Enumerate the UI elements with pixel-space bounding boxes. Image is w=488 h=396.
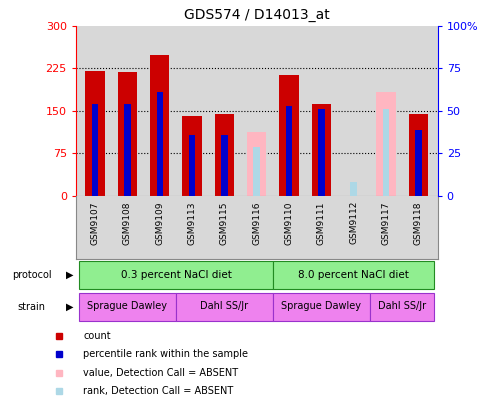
Bar (221, 135, 227, 196)
Bar (350, 183, 356, 196)
Text: Dahl SS/Jr: Dahl SS/Jr (377, 301, 426, 311)
Text: count: count (83, 331, 110, 341)
Text: Sprague Dawley: Sprague Dawley (281, 301, 361, 311)
Text: GSM9112: GSM9112 (348, 201, 357, 244)
Bar (124, 104, 130, 196)
Bar (375, 91, 395, 196)
Bar (414, 129, 421, 196)
Bar (318, 109, 324, 196)
Text: Sprague Dawley: Sprague Dawley (87, 301, 167, 311)
Bar (285, 106, 292, 196)
Bar (408, 114, 427, 196)
Text: rank, Detection Call = ABSENT: rank, Detection Call = ABSENT (83, 386, 233, 396)
Bar (272, 261, 433, 289)
Bar (311, 104, 330, 196)
Text: GSM9109: GSM9109 (155, 201, 164, 245)
Text: GSM9108: GSM9108 (123, 201, 132, 245)
Text: 0.3 percent NaCl diet: 0.3 percent NaCl diet (120, 270, 231, 280)
Bar (246, 132, 266, 196)
Bar (92, 104, 98, 196)
Text: ▶: ▶ (66, 302, 73, 312)
Text: value, Detection Call = ABSENT: value, Detection Call = ABSENT (83, 367, 238, 377)
Text: GSM9118: GSM9118 (413, 201, 422, 245)
Text: GSM9111: GSM9111 (316, 201, 325, 245)
Text: percentile rank within the sample: percentile rank within the sample (83, 349, 247, 359)
Bar (214, 114, 234, 196)
Text: GSM9115: GSM9115 (220, 201, 228, 245)
Bar (188, 135, 195, 196)
Text: Dahl SS/Jr: Dahl SS/Jr (200, 301, 248, 311)
Text: GSM9107: GSM9107 (90, 201, 100, 245)
Bar (150, 55, 169, 196)
Bar (279, 74, 298, 196)
Text: GSM9117: GSM9117 (381, 201, 389, 245)
Bar (272, 293, 369, 321)
Bar (182, 116, 202, 196)
Text: GSM9110: GSM9110 (284, 201, 293, 245)
Bar (85, 71, 104, 196)
Bar (79, 293, 176, 321)
Text: ▶: ▶ (66, 270, 73, 280)
Bar (382, 109, 388, 196)
Bar (369, 293, 433, 321)
Text: 8.0 percent NaCl diet: 8.0 percent NaCl diet (298, 270, 408, 280)
Bar (118, 72, 137, 196)
Text: GSM9116: GSM9116 (252, 201, 261, 245)
Text: strain: strain (17, 302, 45, 312)
Text: GSM9113: GSM9113 (187, 201, 196, 245)
Bar (156, 92, 163, 196)
Title: GDS574 / D14013_at: GDS574 / D14013_at (183, 8, 329, 22)
Bar (79, 261, 272, 289)
Text: protocol: protocol (12, 270, 52, 280)
Bar (253, 147, 260, 196)
Bar (176, 293, 272, 321)
